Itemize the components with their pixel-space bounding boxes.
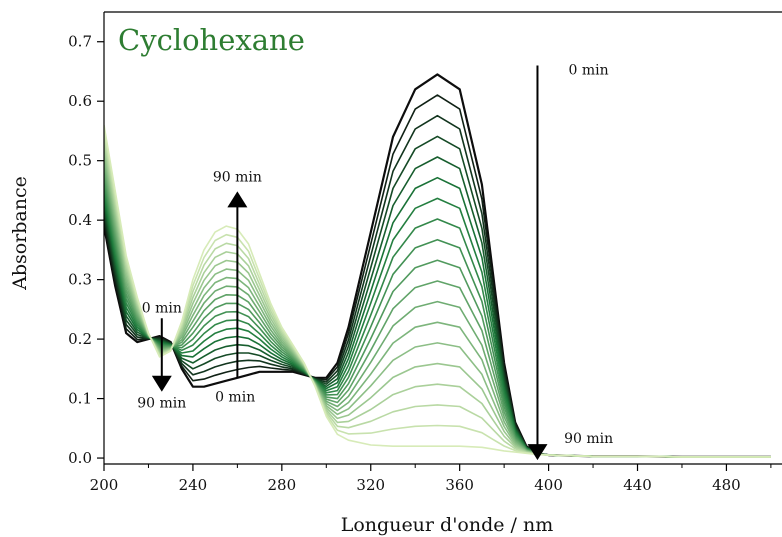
time-annotation: 90 min [137,396,186,412]
spectrum-line [104,114,771,458]
y-ticks: 0.0 0.1 0.2 0.3 0.4 0.5 0.6 0.7 [68,33,104,467]
y-tick-label: 0.4 [68,211,92,229]
y-tick-label: 0.3 [68,271,92,289]
time-annotation: 90 min [213,170,262,186]
axes-group [103,11,782,465]
y-tick-label: 0.1 [68,390,92,408]
spectrum-line [104,175,771,458]
y-tick-label: 0.5 [68,152,92,170]
y-tick-label: 0.2 [68,330,92,348]
spectrum-line [104,94,771,458]
x-tick-label: 280 [268,476,297,494]
time-arrows [151,65,548,461]
y-axis-title: Absorbance [9,176,31,291]
time-annotations: 0 min 90 min 90 min 0 min 0 min 90 min [137,62,613,447]
y-tick-label: 0.0 [68,449,92,467]
spectrum-line [104,130,771,458]
time-annotation: 0 min [215,390,255,406]
spectrum-line [104,158,771,458]
spectra-group [104,73,771,458]
time-annotation: 90 min [564,431,613,447]
x-axis-title: Longueur d'onde / nm [341,514,554,536]
x-tick-label: 400 [534,476,563,494]
spectrum-line [104,156,771,458]
x-tick-label: 360 [445,476,474,494]
x-tick-label: 320 [356,476,385,494]
spectrum-line [104,124,771,458]
time-annotation: 0 min [569,62,609,78]
chart-title: Cyclohexane [118,23,305,57]
y-tick-label: 0.6 [68,92,92,110]
y-tick-label: 0.7 [68,33,92,51]
spectrum-line [104,192,771,458]
x-tick-label: 440 [623,476,652,494]
time-annotation: 0 min [142,300,182,316]
x-ticks: 200 240 280 320 360 400 440 480 [90,464,772,494]
x-tick-label: 240 [179,476,208,494]
x-tick-label: 480 [712,476,741,494]
x-tick-label: 200 [90,476,119,494]
spectrum-line [104,141,771,458]
spectrum-line [104,169,771,458]
